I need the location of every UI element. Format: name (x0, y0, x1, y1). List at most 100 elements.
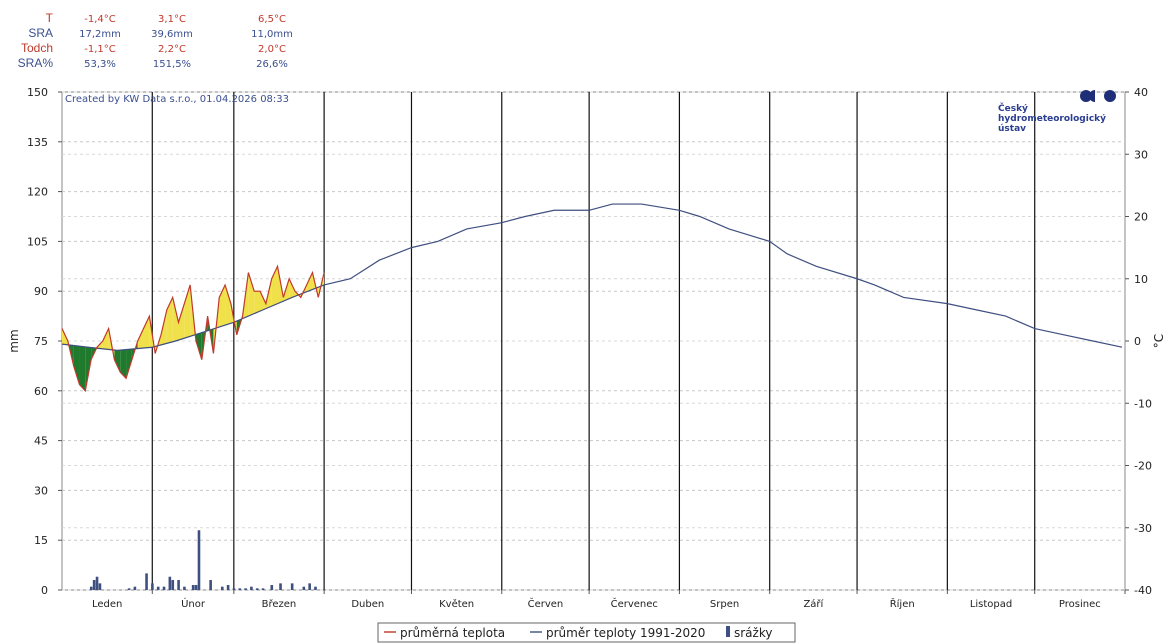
precipitation-bar (255, 588, 259, 590)
precipitation-bar (168, 576, 172, 590)
stat-label: Todch (21, 41, 53, 55)
stat-value: 17,2mm (79, 29, 121, 40)
month-label: Prosinec (1059, 599, 1101, 610)
credit-text: Created by KW Data s.r.o., 01.04.2026 08… (65, 94, 289, 105)
left-axis-title: mm (7, 329, 21, 352)
right-tick-label: -10 (1134, 397, 1152, 410)
month-label: Listopad (970, 599, 1012, 610)
precipitation-bar (197, 530, 201, 590)
month-label: Květen (439, 598, 474, 610)
precipitation-bar (127, 588, 131, 590)
right-tick-label: -20 (1134, 460, 1152, 473)
precipitation-bar (95, 576, 99, 590)
left-tick-label: 30 (34, 484, 48, 497)
precipitation-bar (171, 580, 175, 590)
warm-anomaly-area (178, 303, 185, 341)
precipitation-bar (177, 580, 180, 590)
precipitation-bar (261, 588, 265, 590)
legend-label: průměr teploty 1991-2020 (546, 626, 705, 640)
logo-line-2: hydrometeorologický (998, 114, 1106, 124)
right-tick-label: 0 (1134, 335, 1141, 348)
right-axis-title: °C (1152, 334, 1166, 348)
precipitation-bar (308, 583, 311, 590)
left-tick-label: 15 (34, 534, 48, 547)
warm-anomaly-area (143, 316, 150, 349)
precipitation-bar (302, 586, 306, 590)
month-axis: Leden Únor Březen Duben Květen Červen Červenec… (92, 92, 1126, 610)
left-tick-label: 150 (27, 86, 48, 99)
logo-line-1: Český (998, 102, 1028, 114)
precipitation-bar (220, 586, 224, 590)
legend-label: srážky (734, 626, 772, 640)
stat-label: SRA (28, 26, 53, 40)
precipitation-bar (156, 586, 160, 590)
month-label: Červen (528, 597, 564, 610)
stats-table: T -1,4°C 3,1°C 6,5°C SRA 17,2mm 39,6mm 11,0mm To… (18, 11, 293, 70)
precipitation-bar (183, 586, 186, 590)
cold-anomaly-area (120, 349, 127, 379)
right-axis: -40 -30 -20 -10 0 10 20 30 40 (1125, 86, 1152, 597)
stat-value: 39,6mm (151, 29, 193, 40)
stat-value: 6,5°C (258, 14, 286, 25)
warm-anomaly-area (254, 291, 261, 314)
precipitation-bar (314, 586, 317, 590)
precipitation-bar (290, 583, 294, 590)
stat-value: -1,4°C (84, 14, 116, 25)
warm-anomaly-area (260, 291, 266, 312)
cold-anomaly-area (79, 346, 86, 391)
warm-anomaly-area (306, 272, 313, 292)
month-label: Březen (262, 598, 297, 610)
precipitation-bar (238, 588, 242, 590)
left-axis: 0 15 30 45 60 75 90 105 120 135 150 (27, 86, 62, 597)
precipitation-bar (250, 586, 253, 590)
stat-value: 3,1°C (158, 14, 186, 25)
warm-anomaly-area (184, 284, 191, 339)
cold-anomaly-area (73, 345, 80, 385)
legend: průměrná teplota průměr teploty 1991-2020… (377, 622, 796, 643)
month-label: Září (803, 598, 824, 610)
legend-box (377, 622, 796, 643)
cold-anomaly-area (195, 332, 202, 360)
precipitation-bar (162, 586, 166, 590)
precipitation-bar (244, 588, 247, 590)
precipitation-bar (194, 585, 198, 590)
stat-value: 53,3% (84, 59, 116, 70)
precipitation-bar (209, 580, 212, 590)
cold-anomaly-area (126, 349, 132, 379)
month-label: Srpen (710, 599, 739, 610)
stat-value: 2,2°C (158, 44, 186, 55)
left-tick-label: 90 (34, 285, 48, 298)
left-tick-label: 120 (27, 186, 48, 199)
warm-anomaly-area (102, 328, 109, 350)
right-tick-label: -30 (1134, 522, 1152, 535)
right-tick-label: 10 (1134, 273, 1148, 286)
left-tick-label: 60 (34, 385, 48, 398)
stat-value: 11,0mm (251, 29, 293, 40)
warm-anomaly-area (172, 297, 179, 342)
left-tick-label: 0 (41, 584, 48, 597)
right-tick-label: -40 (1134, 584, 1152, 597)
plot-area (61, 91, 1126, 591)
precipitation-bar (151, 583, 154, 590)
precipitation-bar (133, 586, 137, 590)
warm-anomaly-area (166, 297, 173, 344)
cold-anomaly-area (114, 350, 121, 373)
precipitation-bar (232, 588, 236, 590)
precipitation-bar (92, 580, 96, 590)
stat-value: 26,6% (256, 59, 288, 70)
precipitation-bar (191, 585, 195, 590)
stat-label: T (46, 11, 54, 25)
month-label: Duben (351, 599, 384, 610)
right-tick-label: 40 (1134, 86, 1148, 99)
precipitation-bar (89, 586, 93, 590)
warm-anomaly-area (137, 328, 144, 349)
month-label: Únor (181, 597, 206, 610)
logo-line-3: ústav (998, 124, 1026, 134)
legend-swatch (726, 626, 730, 637)
logo-circle-left (1080, 90, 1092, 102)
precipitation-bars (89, 530, 317, 590)
precipitation-bar (279, 583, 282, 590)
month-label: Říjen (890, 597, 915, 610)
